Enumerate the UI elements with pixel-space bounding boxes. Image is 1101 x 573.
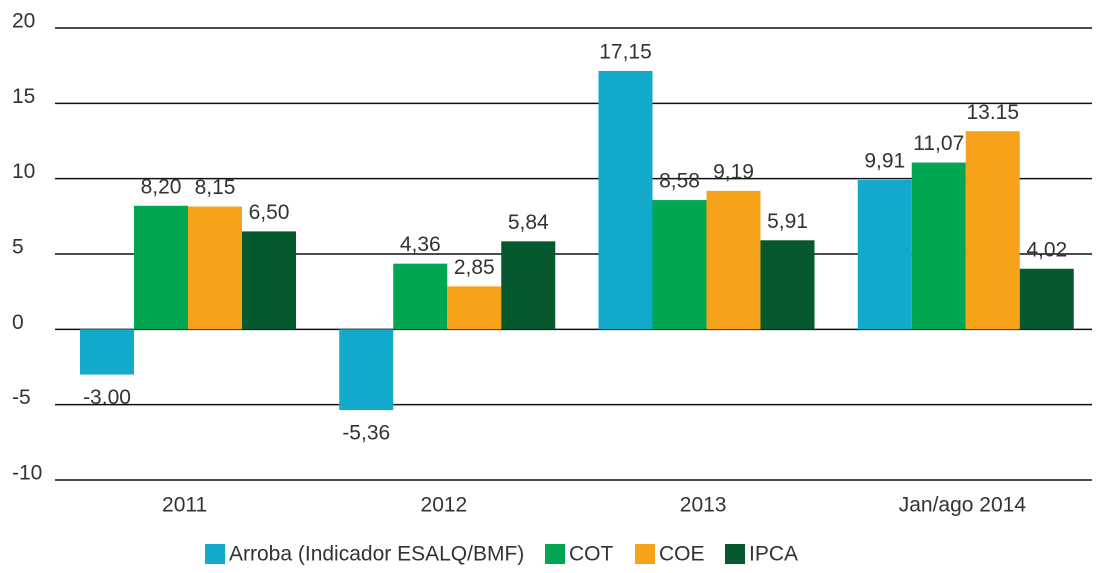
bar (447, 286, 502, 330)
value-label: -3.00 (83, 386, 131, 409)
bar (501, 241, 556, 330)
legend-label: COT (569, 543, 614, 566)
legend-swatch (545, 544, 565, 564)
bar (339, 329, 394, 411)
value-label: 4,36 (400, 233, 441, 256)
bar (598, 70, 653, 330)
x-tick-label: 2012 (421, 494, 468, 517)
y-tick-label: -10 (12, 462, 42, 485)
bar (706, 190, 761, 330)
bar (911, 162, 966, 330)
x-tick-label: 2013 (680, 494, 727, 517)
legend-swatch (635, 544, 655, 564)
bar (242, 231, 296, 330)
y-tick-label: 10 (12, 160, 35, 183)
x-tick-label: Jan/ago 2014 (899, 494, 1027, 517)
bar (760, 240, 815, 330)
value-label: 8,15 (195, 176, 236, 199)
bar (652, 200, 707, 330)
value-label: 13.15 (966, 101, 1019, 124)
x-tick-label: 2011 (162, 494, 207, 517)
value-label: 4,02 (1026, 238, 1067, 261)
y-tick-label: 15 (12, 85, 35, 108)
value-label: 11,07 (913, 132, 964, 155)
y-tick-label: 0 (12, 311, 24, 334)
value-label: 9,19 (713, 160, 754, 183)
bar (393, 263, 448, 330)
y-tick-label: -5 (12, 386, 31, 409)
value-label: 5,84 (508, 211, 549, 234)
value-label: 17,15 (599, 40, 652, 63)
bar (857, 180, 912, 330)
value-label: 5,91 (767, 210, 808, 233)
bar (965, 131, 1020, 330)
bar (80, 329, 134, 375)
y-tick-label: 20 (12, 10, 35, 33)
value-label: 2,85 (454, 256, 495, 279)
value-label: -5,36 (342, 422, 390, 445)
legend-label: IPCA (749, 543, 798, 566)
value-label: 8,58 (659, 170, 700, 193)
value-label: 8,20 (141, 175, 182, 198)
bar (134, 205, 188, 330)
legend-label: Arroba (Indicador ESALQ/BMF) (229, 543, 524, 566)
y-tick-label: 5 (12, 236, 24, 259)
value-label: 9,91 (864, 150, 905, 173)
legend-label: COE (659, 543, 705, 566)
bar (188, 206, 242, 330)
bar (1019, 268, 1074, 330)
value-label: 6,50 (249, 201, 290, 224)
legend-swatch (725, 544, 745, 564)
legend-swatch (205, 544, 225, 564)
